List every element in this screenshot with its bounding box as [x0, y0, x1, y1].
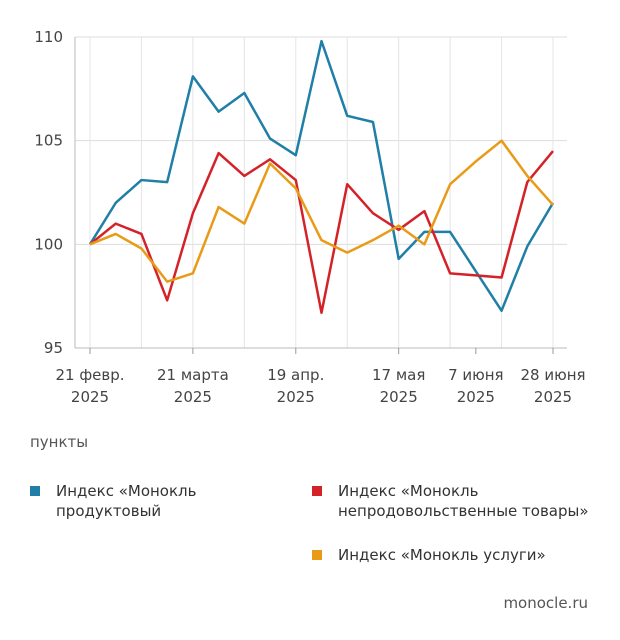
unit-label: пункты [30, 433, 89, 451]
series-line [88, 39, 555, 312]
legend-label: Индекс «Монокль услуги» [338, 546, 546, 564]
source: monocle.ru [503, 594, 588, 612]
series-line [89, 139, 554, 283]
y-tick-label: 95 [44, 339, 63, 357]
y-tick-label: 110 [34, 28, 63, 46]
y-tick-label: 105 [34, 132, 63, 150]
legend-label: Индекс «Монокль продуктовый [56, 482, 197, 520]
series-line [89, 150, 554, 315]
x-tick-label: 19 апр. 2025 [267, 366, 324, 406]
x-tick-label: 21 февр. 2025 [55, 366, 124, 406]
legend-swatch [312, 486, 322, 496]
legend-item: Индекс «Монокль непродовольственные това… [312, 481, 598, 521]
x-tick-label: 7 июня 2025 [448, 366, 504, 406]
legend-label: Индекс «Монокль непродовольственные това… [338, 482, 589, 520]
y-tick-label: 100 [34, 235, 63, 253]
x-tick-label: 28 июня 2025 [520, 366, 585, 406]
x-tick-label: 21 марта 2025 [157, 366, 229, 406]
chart: 95 100 105 110 21 февр. 2025 21 марта 2025 19 ап… [34, 28, 585, 406]
x-tick-label: 17 мая 2025 [372, 366, 425, 406]
legend-item: Индекс «Монокль услуги» [312, 545, 618, 565]
legend-swatch [312, 550, 322, 560]
legend-item: Индекс «Монокль продуктовый [30, 481, 246, 521]
legend-swatch [30, 486, 40, 496]
